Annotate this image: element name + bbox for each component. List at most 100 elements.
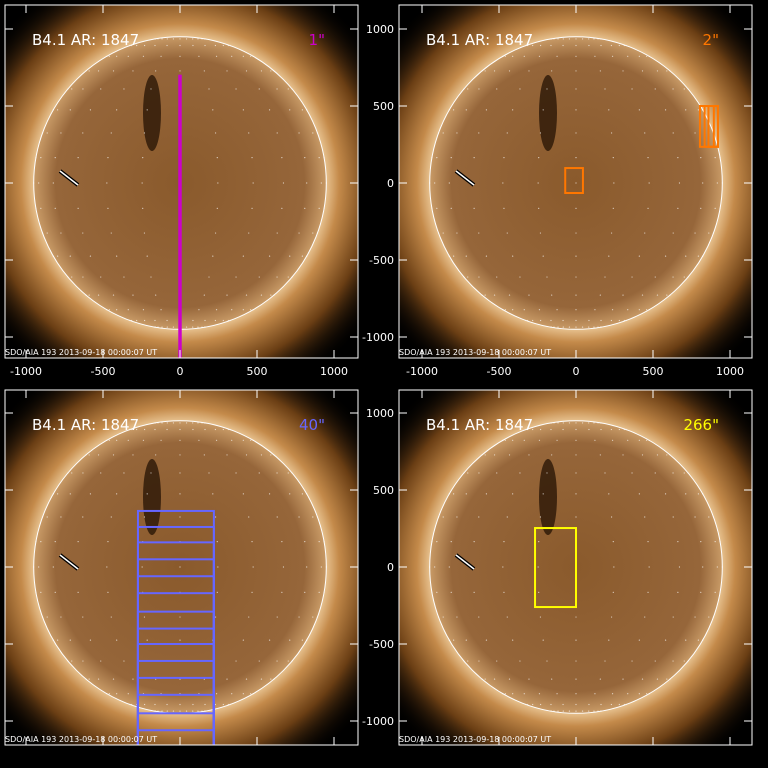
grid-dot (562, 703, 564, 706)
grid-dot (450, 540, 452, 543)
grid-dot (252, 182, 254, 184)
grid-dot (318, 540, 320, 543)
grid-dot (250, 55, 252, 57)
grid-dot (250, 439, 252, 441)
coronal-hole (539, 75, 557, 151)
grid-dot (666, 70, 668, 72)
grid-dot (131, 703, 133, 706)
grid-dot (146, 255, 148, 257)
grid-dot (325, 182, 327, 184)
x-tick-label: -1000 (10, 365, 42, 378)
grid-dot (127, 439, 129, 441)
grid-dot (192, 428, 194, 431)
grid-dot (683, 88, 685, 90)
grid-dot (436, 207, 438, 210)
grid-dot (481, 678, 483, 680)
grid-dot (677, 591, 679, 594)
grid-dot (112, 454, 115, 456)
grid-dot (562, 44, 564, 47)
grid-dot (41, 616, 44, 618)
grid-dot (508, 678, 511, 680)
grid-dot (77, 591, 79, 594)
grid-dot (161, 422, 163, 424)
grid-dot (144, 703, 146, 706)
grid-dot (575, 182, 577, 184)
grid-dot (672, 132, 674, 134)
grid-dot (287, 88, 289, 90)
resolution-label: 266" (683, 416, 719, 434)
grid-dot (197, 710, 199, 712)
grid-dot (88, 454, 90, 456)
grid-dot (52, 566, 54, 568)
grid-dot (116, 309, 118, 311)
grid-dot (575, 132, 577, 134)
grid-dot (593, 422, 595, 424)
grid-dot (143, 516, 146, 518)
grid-dot (166, 44, 168, 47)
grid-dot (719, 207, 721, 210)
region-box[interactable] (564, 167, 584, 195)
grid-dot (226, 678, 228, 680)
grid-dot (611, 439, 614, 441)
y-tick-label: 1000 (366, 23, 394, 36)
grid-dot (203, 710, 206, 712)
grid-dot (245, 294, 248, 296)
grid-dot (226, 454, 228, 456)
grid-dot (450, 156, 452, 159)
grid-dot (600, 710, 603, 712)
region-box[interactable] (534, 527, 578, 609)
grid-dot (512, 109, 514, 111)
grid-dot (557, 422, 559, 424)
grid-dot (612, 540, 614, 543)
grid-dot (304, 207, 306, 210)
grid-dot (575, 493, 577, 495)
grid-dot (599, 678, 601, 680)
grid-dot (222, 44, 224, 47)
grid-dot (512, 693, 514, 695)
grid-dot (599, 70, 601, 72)
grid-dot (599, 710, 602, 712)
grid-dot (192, 38, 194, 40)
grid-dot (35, 156, 37, 159)
grid-dot (485, 493, 488, 495)
region-box[interactable] (178, 74, 182, 361)
grid-dot (532, 319, 534, 322)
grid-dot (242, 693, 244, 695)
grid-dot (46, 132, 48, 134)
grid-dot (54, 591, 56, 594)
grid-dot (142, 156, 144, 159)
grid-dot (38, 182, 40, 184)
grid-dot (656, 70, 659, 72)
grid-dot (242, 109, 244, 111)
grid-dot (600, 38, 603, 40)
grid-dot (450, 591, 452, 594)
grid-dot (618, 428, 620, 431)
grid-dot (714, 540, 716, 543)
grid-dot (437, 616, 440, 618)
grid-dot (325, 566, 327, 568)
grid-dot (508, 454, 511, 456)
grid-dot (132, 294, 134, 296)
grid-dot (644, 132, 646, 134)
grid-dot (478, 232, 480, 234)
grid-dot (60, 132, 62, 134)
region-box[interactable] (707, 105, 719, 148)
grid-dot (52, 255, 54, 257)
grid-dot (320, 566, 322, 568)
grid-dot (150, 472, 152, 474)
region-box[interactable] (136, 729, 215, 748)
grid-dot (504, 439, 506, 441)
grid-dot (123, 276, 125, 278)
grid-dot (276, 232, 278, 234)
grid-dot (538, 207, 540, 210)
grid-dot (214, 703, 216, 706)
grid-dot (144, 428, 146, 431)
grid-dot (323, 207, 325, 210)
grid-dot (40, 207, 42, 210)
grid-dot (108, 55, 110, 57)
grid-dot (108, 439, 110, 441)
grid-dot (581, 38, 584, 40)
grid-dot (604, 472, 606, 474)
grid-dot (588, 38, 590, 40)
grid-dot (611, 693, 614, 695)
